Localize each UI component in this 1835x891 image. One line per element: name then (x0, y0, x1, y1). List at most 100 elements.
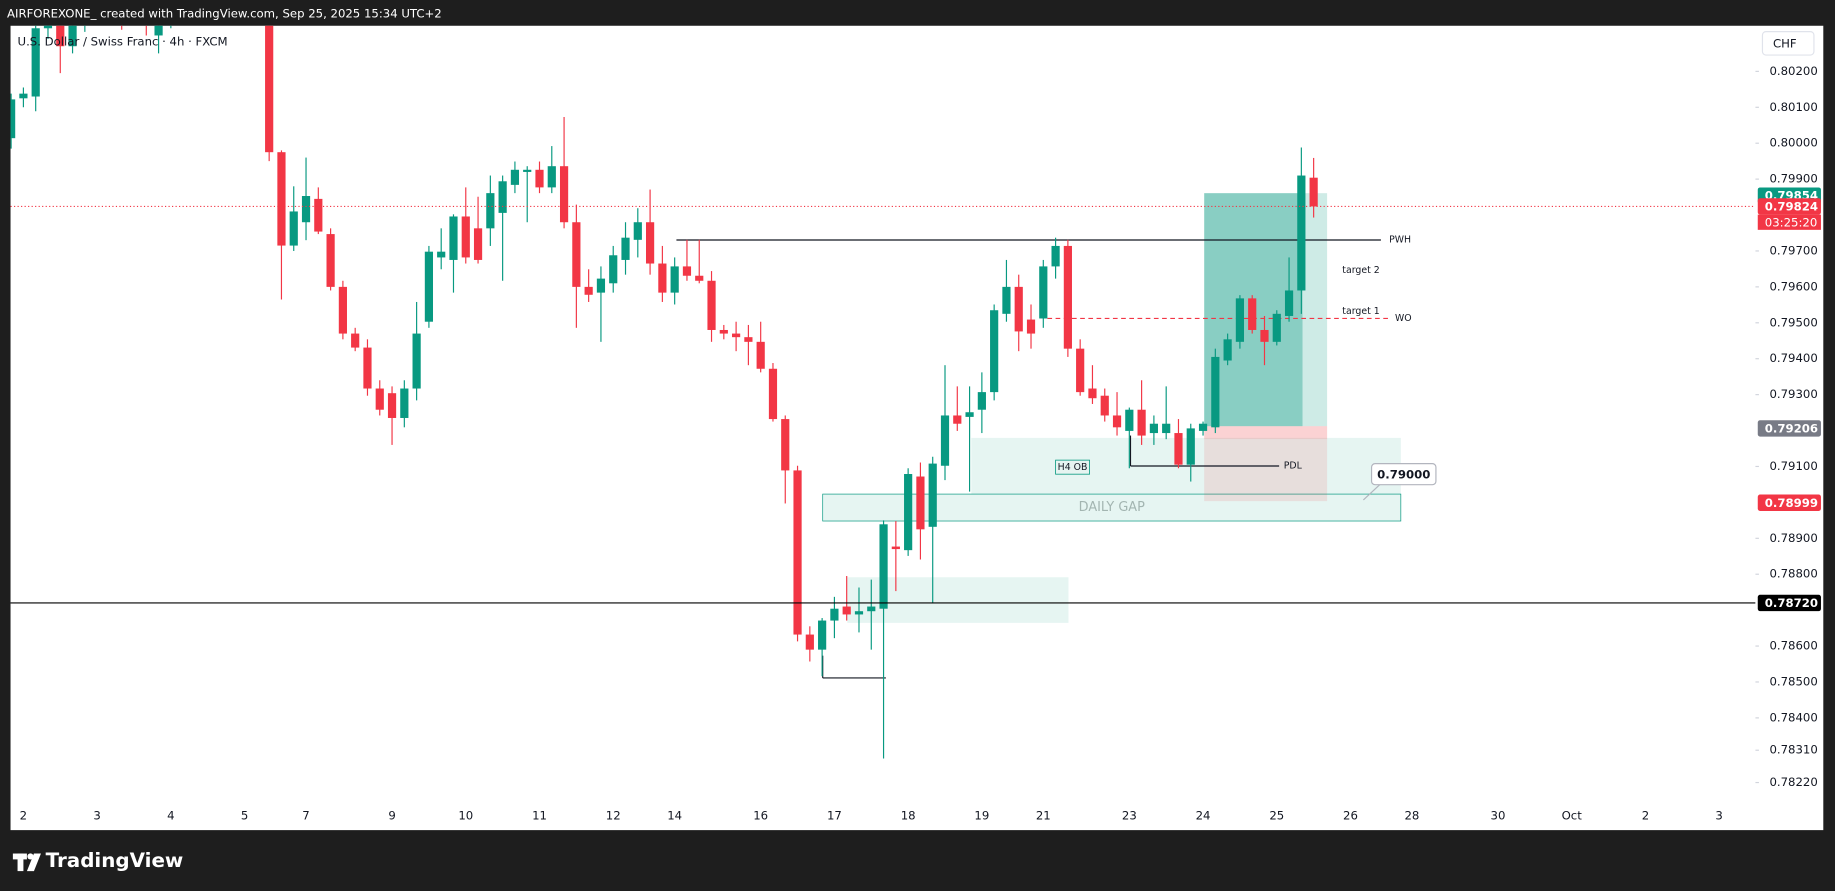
candle-body (473, 228, 483, 260)
callout-pointer (1362, 483, 1382, 501)
brand-logo (12, 853, 41, 872)
candle-body (1198, 423, 1208, 431)
candle-body (412, 333, 421, 389)
candle-body (375, 388, 384, 410)
y-tick-label: 0.79900 (1769, 172, 1817, 186)
candle-body (645, 222, 655, 264)
x-tick-label: 21 (1036, 809, 1051, 823)
price-lines (10, 205, 1756, 604)
candle-body (277, 152, 286, 246)
candle-body (953, 415, 962, 424)
candles (10, 25, 1318, 759)
daily-gap-label: DAILY GAP (1079, 500, 1145, 515)
candle-body (732, 333, 741, 338)
time-axis: 2 3 4 5 7 9 10 11 12 14 16 17 18 19 21 23 24 25 26 28 30 Oct 2… (20, 809, 1723, 823)
candle-body (695, 275, 704, 281)
candle-body (940, 415, 950, 466)
candle-body (1248, 298, 1257, 330)
candle-body (314, 198, 323, 232)
x-tick-label: 10 (458, 809, 473, 823)
price-badge-label: 0.79824 (1765, 200, 1818, 214)
candle-body (1284, 290, 1294, 316)
candle-body (756, 341, 765, 369)
candle-body (1076, 348, 1085, 393)
candle-body (338, 286, 347, 334)
candle-body (1137, 409, 1146, 436)
candle-body (805, 634, 814, 650)
candle-body (707, 280, 716, 330)
candle-body (10, 99, 16, 139)
candle-body (1223, 339, 1232, 361)
target2-label: target 2 (1342, 265, 1379, 276)
chart-area (10, 25, 1824, 831)
candle-body (768, 368, 778, 420)
candle-body (1309, 177, 1318, 207)
candle-body (904, 474, 913, 551)
x-tick-label: 17 (827, 809, 842, 823)
stop-area-filled (1204, 426, 1328, 440)
candle-body (965, 412, 974, 417)
price-axis: 0.80200 0.80100 0.80000 0.79900 0.79700 0.796… (1755, 64, 1818, 789)
x-tick-label: 30 (1491, 809, 1506, 823)
price-badge-timer-label: 03:25:20 (1765, 215, 1817, 229)
price-badge-label: 0.78720 (1765, 596, 1818, 610)
candle-body (486, 193, 495, 229)
price-badge (1757, 494, 1821, 511)
y-tick-label: 0.80200 (1769, 64, 1817, 78)
callout-label: 0.79000 (1377, 467, 1430, 481)
candle-body (1002, 286, 1011, 314)
target-area (1204, 193, 1328, 427)
candle-body (928, 463, 937, 527)
candle-body (1235, 298, 1245, 342)
candle-body (265, 25, 274, 153)
stop-area (1204, 426, 1328, 502)
candle-body (670, 266, 679, 293)
candle-body (854, 611, 864, 615)
pdl-label: PDL (1284, 460, 1303, 471)
price-badge (1757, 594, 1821, 612)
candle-body (1125, 409, 1134, 431)
x-tick-label: 19 (974, 809, 989, 823)
x-tick-label: 12 (606, 809, 621, 823)
wo-label: WO (1395, 313, 1412, 324)
x-tick-label: 11 (532, 809, 547, 823)
x-tick-label: 18 (901, 809, 916, 823)
price-badge-label: 0.79206 (1765, 421, 1818, 435)
candle-body (351, 333, 360, 348)
candle-body (891, 546, 900, 550)
candle-body (879, 524, 888, 609)
candle-body (1149, 423, 1158, 434)
x-tick-label: 23 (1122, 809, 1137, 823)
candle-body (424, 251, 434, 322)
candle-body (596, 278, 606, 293)
candle-body (621, 237, 630, 260)
target1-label: target 1 (1342, 306, 1379, 317)
symbol-title: U.S. Dollar / Swiss Franc · 4h · FXCM (18, 35, 228, 49)
candle-body (400, 388, 409, 418)
callout-box (1370, 463, 1437, 486)
x-tick-label: 7 (302, 809, 309, 823)
y-tick-label: 0.78800 (1769, 567, 1817, 581)
price-badge-label: 0.78999 (1765, 496, 1818, 510)
candle-body (1051, 245, 1060, 267)
y-tick-label: 0.79500 (1769, 315, 1817, 329)
candle-body (449, 216, 458, 260)
candle-body (793, 470, 802, 635)
x-tick-label: 26 (1343, 809, 1358, 823)
x-tick-label: 9 (388, 809, 395, 823)
price-badge-timer (1757, 214, 1821, 230)
candle-body (31, 28, 40, 97)
candle-body (977, 392, 986, 410)
candle-body (781, 419, 790, 471)
x-tick-label: 2 (20, 809, 27, 823)
candle-body (437, 251, 446, 258)
candle-body (547, 166, 556, 188)
candle-body (1026, 319, 1036, 334)
candle-body (1211, 356, 1220, 428)
candle-body (830, 608, 839, 621)
candle-body (498, 181, 507, 213)
candle-body (609, 255, 618, 284)
x-tick-label: Oct (1562, 809, 1583, 823)
candle-body (842, 606, 851, 615)
